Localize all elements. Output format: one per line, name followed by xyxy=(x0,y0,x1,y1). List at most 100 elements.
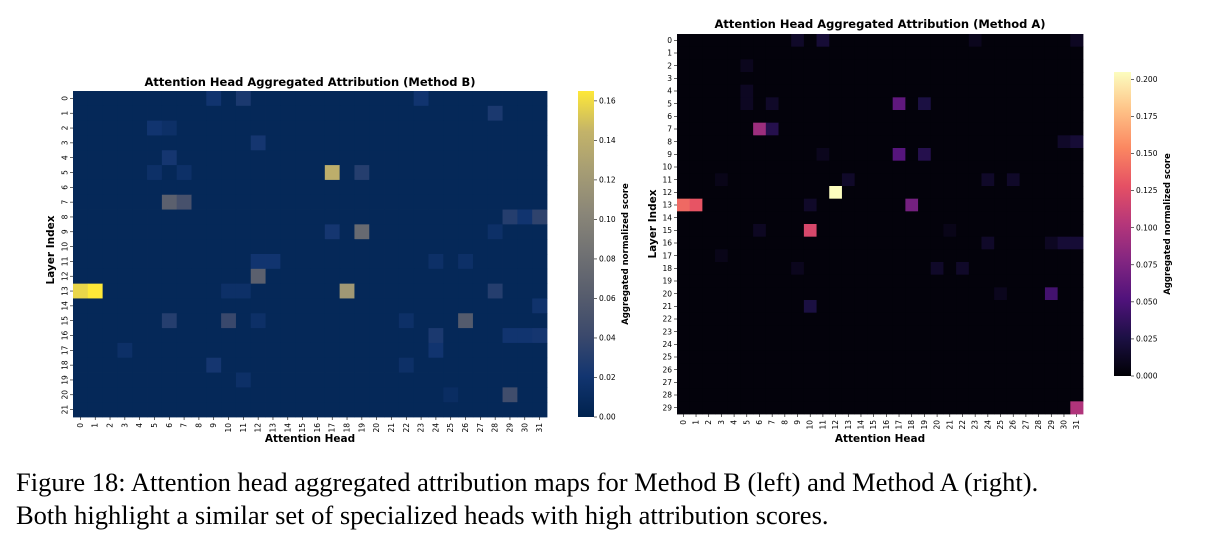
heatmap-cell xyxy=(994,173,1008,187)
heatmap-cell xyxy=(1057,148,1071,162)
heatmap-cell xyxy=(1032,160,1046,174)
x-tick-label: 26 xyxy=(461,423,470,433)
heatmap-cell xyxy=(413,194,429,210)
heatmap-cell xyxy=(905,300,919,314)
heatmap-cell xyxy=(1006,249,1020,263)
heatmap-cell xyxy=(778,236,792,250)
heatmap-cell xyxy=(753,122,767,136)
heatmap-cell xyxy=(854,110,868,124)
heatmap-cell xyxy=(715,287,729,301)
heatmap-cell xyxy=(905,135,919,149)
heatmap-cell xyxy=(1044,97,1059,111)
heatmap-cell xyxy=(310,91,326,107)
heatmap-cell xyxy=(765,312,779,326)
heatmap-cell xyxy=(339,91,355,107)
heatmap-cell xyxy=(339,357,355,373)
heatmap-cell xyxy=(235,402,252,418)
heatmap-cell xyxy=(943,198,957,212)
heatmap-cell xyxy=(956,84,970,98)
heatmap-cell xyxy=(867,34,881,48)
heatmap-cell xyxy=(892,72,906,86)
heatmap-cell xyxy=(132,254,148,270)
heatmap-cell xyxy=(87,91,104,107)
heatmap-cell xyxy=(280,179,296,196)
heatmap-cell xyxy=(1006,224,1020,238)
heatmap-cell xyxy=(428,150,444,166)
heatmap-cell xyxy=(1019,186,1033,200)
heatmap-cell xyxy=(753,363,767,377)
heatmap-cell xyxy=(829,198,843,212)
heatmap-cell xyxy=(867,350,881,364)
heatmap-cell xyxy=(369,313,385,329)
heatmap-cell xyxy=(502,91,518,107)
heatmap-cell xyxy=(981,300,995,314)
heatmap-cell xyxy=(905,148,919,162)
heatmap-cell xyxy=(532,165,548,181)
heatmap-cell xyxy=(324,105,341,122)
heatmap-cell xyxy=(458,209,474,225)
heatmap-cell xyxy=(854,401,868,415)
y-tick-label: 15 xyxy=(61,316,70,326)
heatmap-cell xyxy=(1019,350,1033,364)
heatmap-cell xyxy=(816,59,830,73)
heatmap-cell xyxy=(413,268,429,285)
heatmap-cell xyxy=(740,84,754,98)
heatmap-cell xyxy=(803,249,817,263)
y-tick-label: 16 xyxy=(662,239,672,248)
heatmap-cell xyxy=(176,239,192,255)
heatmap-cell xyxy=(930,72,944,86)
heatmap-cell xyxy=(428,283,444,299)
heatmap-cell xyxy=(147,120,163,136)
heatmap-cell xyxy=(339,268,355,285)
heatmap-cell xyxy=(854,363,868,377)
heatmap-cell xyxy=(250,91,266,107)
heatmap-cell xyxy=(841,312,856,326)
heatmap-cell xyxy=(702,186,716,200)
heatmap-cell xyxy=(1057,211,1071,225)
heatmap-cell xyxy=(73,268,89,285)
heatmap-cell xyxy=(956,224,970,238)
heatmap-cell xyxy=(295,105,311,122)
heatmap-cell xyxy=(1070,59,1084,73)
heatmap-cell xyxy=(132,372,148,388)
heatmap-cell xyxy=(740,34,754,48)
heatmap-cell xyxy=(117,91,133,107)
heatmap-cell xyxy=(428,387,444,403)
heatmap-cell xyxy=(102,209,118,225)
heatmap-cell xyxy=(339,224,355,240)
heatmap-cell xyxy=(994,97,1008,111)
heatmap-cell xyxy=(161,179,178,196)
heatmap-cell xyxy=(791,72,805,86)
x-tick-labels: 0 1 2 3 4 5 6 7 8 9 10 11 12 13 14 15 16 17 18 19 20 21 22 23 24… xyxy=(76,417,544,433)
heatmap-cell xyxy=(778,173,792,187)
heatmap-cell xyxy=(206,328,222,344)
heatmap-cell xyxy=(918,401,932,415)
heatmap-cell xyxy=(532,328,548,344)
heatmap-cell xyxy=(943,84,957,98)
heatmap-cell xyxy=(994,72,1008,86)
heatmap-cell xyxy=(880,236,894,250)
x-tick-label: 15 xyxy=(298,423,307,433)
heatmap-cell xyxy=(324,283,341,299)
heatmap-cell xyxy=(918,287,932,301)
heatmap-cell xyxy=(1032,110,1046,124)
heatmap-cell xyxy=(689,338,703,352)
heatmap-cell xyxy=(841,148,856,162)
heatmap-cell xyxy=(791,110,805,124)
heatmap-cell xyxy=(854,274,868,288)
heatmap-cell xyxy=(956,350,970,364)
y-tick-label: 24 xyxy=(662,340,672,349)
y-tick-label: 21 xyxy=(61,405,70,415)
heatmap-cell xyxy=(867,72,881,86)
heatmap-cell xyxy=(102,268,118,285)
heatmap-cell xyxy=(918,350,932,364)
heatmap-cell xyxy=(968,312,982,326)
heatmap-cell xyxy=(176,254,192,270)
heatmap-cell xyxy=(867,160,881,174)
heatmap-cell xyxy=(765,110,779,124)
heatmap-cell xyxy=(310,372,326,388)
heatmap-cell xyxy=(265,91,281,107)
heatmap-cell xyxy=(829,224,843,238)
heatmap-cell xyxy=(102,328,118,344)
heatmap-cell xyxy=(943,59,957,73)
